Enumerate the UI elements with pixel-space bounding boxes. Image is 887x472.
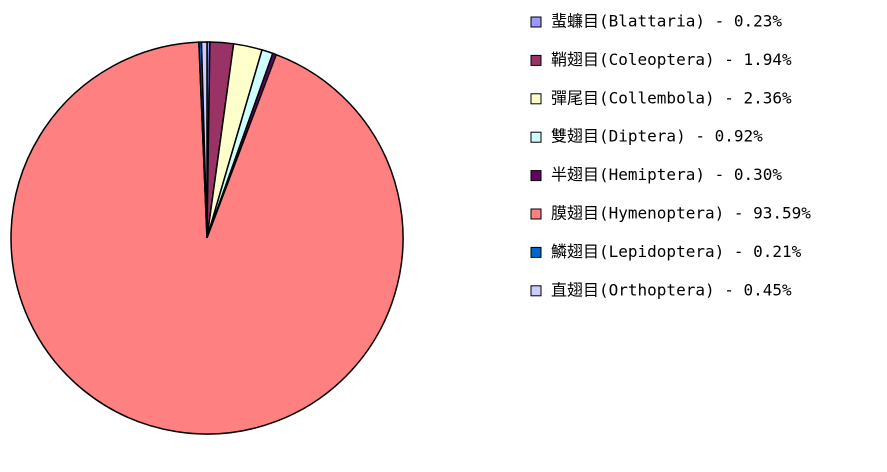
legend-label: 雙翅目(Diptera) - 0.92%: [551, 127, 763, 146]
pie-slice: [10, 41, 404, 435]
legend-swatch: [530, 131, 542, 143]
legend-label: 彈尾目(Collembola) - 2.36%: [551, 88, 792, 107]
legend-swatch: [530, 208, 542, 220]
legend-label: 蜚蠊目(Blattaria) - 0.23%: [551, 12, 782, 31]
legend-swatch: [530, 246, 542, 258]
legend-swatch: [530, 54, 542, 66]
legend-label: 半翅目(Hemiptera) - 0.30%: [551, 165, 782, 184]
legend-swatch: [530, 16, 542, 28]
legend-label: 直翅目(Orthoptera) - 0.45%: [551, 280, 792, 299]
legend-swatch: [530, 93, 542, 105]
legend-swatch: [530, 285, 542, 297]
legend-label: 鞘翅目(Coleoptera) - 1.94%: [551, 50, 792, 69]
legend-label: 鱗翅目(Lepidoptera) - 0.21%: [551, 242, 802, 261]
pie-slice: [200, 41, 208, 239]
legend-swatch: [530, 170, 542, 182]
legend-label: 膜翅目(Hymenoptera) - 93.59%: [551, 204, 811, 223]
